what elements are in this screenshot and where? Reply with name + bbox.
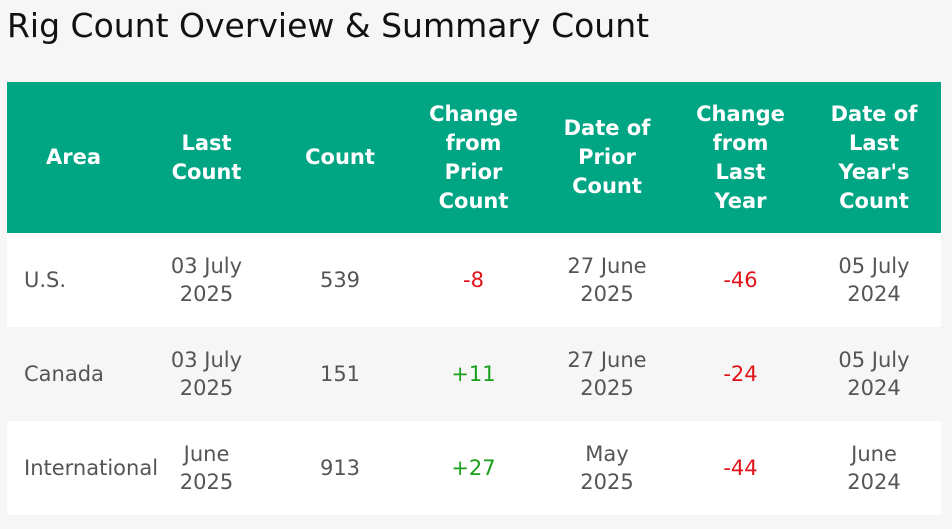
header-last-count: Last Count (171, 130, 242, 184)
cell-last-count: 03 July 2025 (170, 254, 243, 306)
cell-count: 151 (319, 362, 361, 386)
cell-date-prior: 27 June 2025 (567, 348, 647, 400)
cell-area: U.S. (24, 268, 67, 292)
table-body: U.S. 03 July 2025 539 -8 27 June 2025 -4… (7, 233, 941, 515)
header-area: Area (45, 145, 102, 169)
cell-change-prior: -8 (463, 268, 484, 292)
cell-last-count: 03 July 2025 (170, 348, 243, 400)
header-row: Area Last Count Count Change from Prior … (7, 82, 941, 233)
cell-date-last-year: 05 July 2024 (838, 348, 910, 400)
header-date-of-last-years-count: Date of Last Year's Count (830, 101, 918, 213)
cell-date-prior: May 2025 (580, 442, 634, 494)
header-change-from-last-year: Change from Last Year (696, 101, 785, 213)
table-row-international: International June 2025 913 +27 May 2025… (7, 421, 941, 515)
cell-area: Canada (24, 362, 104, 386)
cell-last-count: June 2025 (179, 442, 234, 494)
rig-count-table: Area Last Count Count Change from Prior … (7, 82, 941, 515)
table-row-canada: Canada 03 July 2025 151 +11 27 June 2025… (7, 327, 941, 421)
table-row-us: U.S. 03 July 2025 539 -8 27 June 2025 -4… (7, 233, 941, 327)
cell-count: 539 (319, 268, 361, 292)
cell-change-year: -46 (723, 268, 758, 292)
cell-count: 913 (319, 456, 361, 480)
table-header: Area Last Count Count Change from Prior … (7, 82, 941, 233)
header-date-of-prior-count: Date of Prior Count (563, 116, 651, 198)
cell-change-year: -44 (723, 456, 758, 480)
cell-change-prior: +27 (451, 456, 496, 480)
header-change-from-prior-count: Change from Prior Count (429, 101, 518, 213)
cell-area: International (24, 456, 159, 480)
cell-date-last-year: 05 July 2024 (838, 254, 910, 306)
page-title: Rig Count Overview & Summary Count (7, 6, 650, 45)
cell-date-last-year: June 2024 (847, 442, 901, 494)
header-count: Count (305, 145, 375, 169)
cell-change-prior: +11 (451, 362, 496, 386)
cell-date-prior: 27 June 2025 (567, 254, 647, 306)
cell-change-year: -24 (723, 362, 758, 386)
